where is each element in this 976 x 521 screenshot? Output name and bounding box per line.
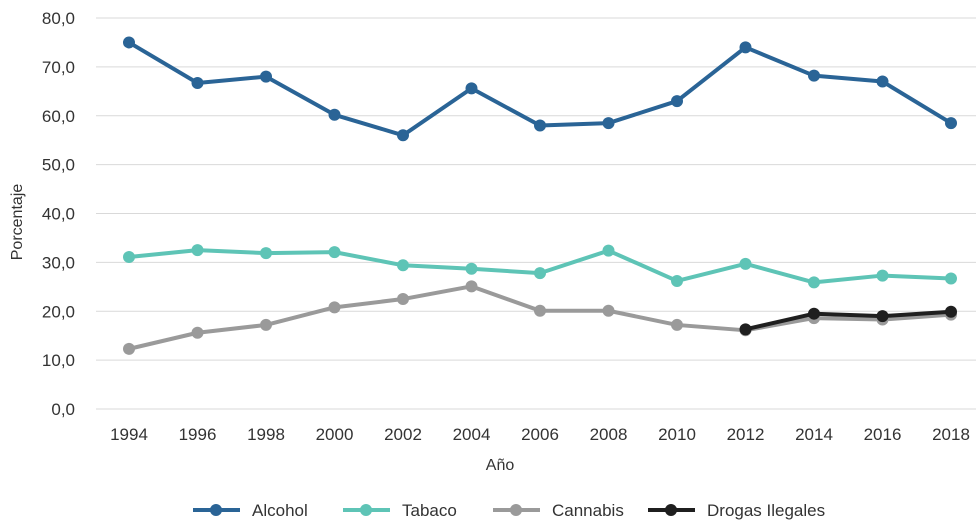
data-point [465,82,478,95]
legend-item: Alcohol [193,501,308,520]
data-point [808,69,820,82]
data-point [808,307,820,320]
series-line [743,309,953,332]
data-point [123,250,135,263]
x-tick-label: 2000 [316,425,354,444]
legend-label: Cannabis [552,501,624,520]
data-point [671,274,683,287]
data-point [191,244,204,257]
data-point [534,267,546,280]
data-point [191,77,204,90]
x-axis-label: Año [486,457,515,474]
x-tick-label: 2018 [932,425,970,444]
data-point [602,304,615,317]
data-point [945,305,957,318]
data-point [397,293,409,306]
data-point [671,95,683,108]
x-tick-label: 2012 [727,425,765,444]
data-point [876,75,889,88]
data-point [602,117,615,130]
legend-item: Cannabis [493,501,624,520]
legend-label: Drogas Ilegales [707,501,825,520]
data-point [328,246,341,259]
data-point [191,326,204,339]
legend-label: Tabaco [402,501,457,520]
data-point [534,119,546,132]
x-tick-label: 2004 [453,425,491,444]
y-tick-label: 80,0 [42,9,75,28]
data-point [260,247,272,260]
y-axis-ticks: 0,0 10,0 20,0 30,0 40,0 50,0 60,0 70,0 80,0 [42,9,75,419]
legend-item: Tabaco [343,501,457,520]
series-cannabis [123,280,957,355]
x-tick-label: 2008 [590,425,628,444]
y-tick-label: 0,0 [51,400,75,419]
legend-marker [360,504,372,516]
x-tick-label: 2010 [658,425,696,444]
legend-label: Alcohol [252,501,308,520]
data-point [671,318,683,331]
x-tick-label: 1998 [247,425,285,444]
data-point [465,280,478,293]
y-tick-label: 70,0 [42,58,75,77]
x-tick-label: 1996 [179,425,217,444]
x-tick-label: 2016 [864,425,902,444]
series-alcohol [123,36,957,142]
legend-marker [510,504,522,516]
data-point [876,269,889,282]
x-axis-ticks: 1994 1996 1998 2000 2002 2004 2006 2008 2010 2012… [110,425,970,444]
series-tabaco [123,244,957,289]
y-tick-label: 10,0 [42,351,75,370]
legend-item: Drogas Ilegales [648,501,825,520]
legend-marker [665,504,677,516]
data-point [123,36,135,49]
data-point [739,257,752,270]
data-point [945,117,957,130]
x-tick-label: 1994 [110,425,148,444]
data-point [945,272,957,285]
data-point [328,108,341,121]
data-point [465,262,478,275]
data-point [123,342,135,355]
legend: Alcohol Tabaco Cannabis Drogas Ilegales [193,501,825,520]
x-tick-label: 2014 [795,425,833,444]
y-tick-label: 50,0 [42,156,75,175]
data-point [739,41,752,54]
data-point [534,304,546,317]
gridlines [96,17,976,410]
data-point [397,259,409,272]
data-point [397,129,409,142]
series-drogas-ilegales [739,305,957,336]
data-point [808,276,820,289]
data-point [739,323,752,336]
data-point [260,318,272,331]
series-lines [123,36,957,355]
data-point [602,244,615,257]
y-tick-label: 40,0 [42,205,75,224]
x-tick-label: 2002 [384,425,422,444]
data-point [260,70,272,83]
data-point [876,310,889,323]
y-tick-label: 30,0 [42,253,75,272]
y-tick-label: 20,0 [42,302,75,321]
y-tick-label: 60,0 [42,107,75,126]
x-tick-label: 2006 [521,425,559,444]
data-point [328,301,341,314]
y-axis-label: Porcentaje [9,184,26,261]
legend-marker [210,504,222,516]
series-line [127,284,953,351]
